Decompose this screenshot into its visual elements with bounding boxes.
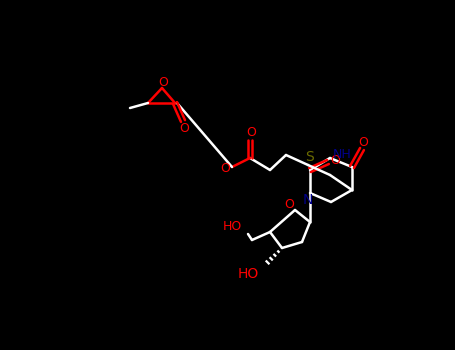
Text: N: N — [303, 193, 313, 207]
Text: O: O — [179, 122, 189, 135]
Text: O: O — [220, 162, 230, 175]
Text: O: O — [284, 198, 294, 211]
Text: O: O — [358, 135, 368, 148]
Text: NH: NH — [333, 147, 351, 161]
Text: O: O — [158, 76, 168, 89]
Text: S: S — [305, 150, 313, 164]
Text: HO: HO — [238, 267, 258, 281]
Text: O: O — [330, 154, 340, 167]
Text: HO: HO — [222, 219, 242, 232]
Text: O: O — [246, 126, 256, 140]
